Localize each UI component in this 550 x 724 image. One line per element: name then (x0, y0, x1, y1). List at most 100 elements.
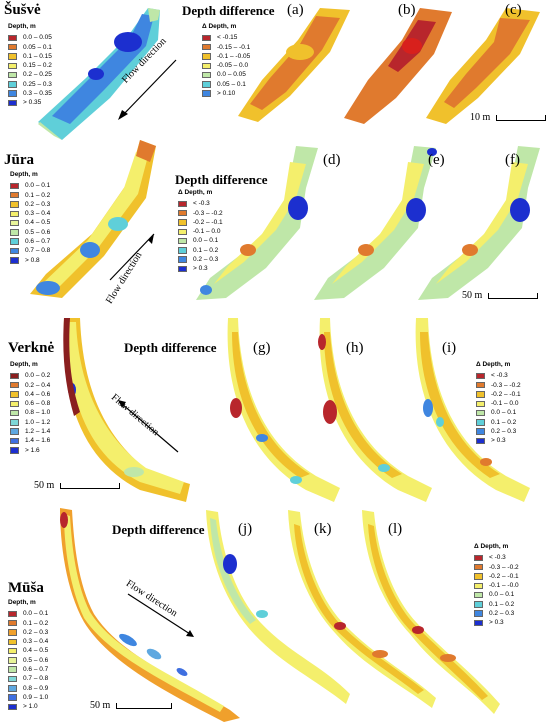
legend-item: 0.6 – 0.7 (10, 237, 50, 246)
legend-item: < -0.3 (476, 371, 521, 380)
panel-b-map (344, 8, 452, 124)
legend-swatch (10, 191, 19, 199)
legend-label: -0.2 – -0.1 (489, 572, 519, 580)
legend-swatch (10, 447, 19, 454)
legend-label: 0.0 – 0.1 (23, 610, 49, 618)
musa-maps (60, 508, 500, 722)
panel-g-map (227, 318, 340, 502)
legend-label: -0.1 – 0.0 (193, 228, 221, 236)
legend-item: -0.05 – 0.0 (202, 61, 250, 70)
legend-item: 0.2 – 0.3 (8, 628, 48, 637)
legend-label: 0.2 – 0.3 (491, 428, 517, 436)
legend-title: Δ Depth, m (474, 543, 509, 550)
legend-label: > 0.35 (23, 99, 42, 107)
legend-label: 0.7 – 0.8 (23, 675, 49, 683)
legend-label: > 0.3 (193, 265, 208, 273)
legend-swatch (10, 229, 19, 236)
legend-swatch (8, 647, 17, 655)
legend-item: 0.8 – 1.0 (10, 408, 50, 417)
legend-title: Δ Depth, m (202, 23, 237, 30)
legend-item: 0.5 – 0.6 (10, 228, 50, 237)
legend-item: > 0.3 (476, 436, 521, 445)
legend-swatch (202, 81, 211, 88)
legend-label: 0.3 – 0.35 (23, 90, 52, 98)
legend-item: > 1.6 (10, 446, 50, 455)
musa-river-name: Mūša (8, 580, 44, 596)
legend-label: 0.2 – 0.3 (193, 256, 219, 264)
legend-label: 0.0 – 0.2 (25, 372, 51, 380)
legend-label: 0.2 – 0.3 (25, 200, 51, 208)
legend-item: 0.8 – 0.9 (8, 684, 48, 693)
legend-label: 0.2 – 0.25 (23, 71, 52, 79)
susve-depth-map (38, 8, 160, 140)
verkne-depth-difference-title: Depth difference (124, 340, 217, 355)
legend-label: 0.1 – 0.2 (491, 418, 517, 426)
legend-item: 0.2 – 0.3 (474, 609, 519, 618)
legend-item: > 0.10 (202, 89, 250, 98)
legend-label: 0.6 – 0.7 (23, 666, 49, 674)
legend-swatch (476, 400, 485, 408)
legend-item: 0.1 – 0.2 (178, 246, 223, 255)
musa-scale-bar: 50 m (90, 700, 173, 711)
legend-item: 0.2 – 0.3 (476, 427, 521, 436)
legend-swatch (8, 610, 17, 618)
legend-swatch (8, 666, 17, 673)
legend-swatch (10, 437, 19, 445)
verkne-scale-bar: 50 m (34, 480, 121, 491)
row-jura: Jūra Flow direction Depth difference (d)… (0, 138, 550, 313)
legend-swatch (474, 582, 483, 590)
legend-item: 0.1 – 0.2 (8, 619, 48, 628)
panel-label-l: (l) (388, 521, 403, 537)
legend-label: > 1.6 (25, 446, 40, 454)
legend-label: -0.3 – -0.2 (489, 563, 519, 571)
legend-label: 0.0 – 0.1 (25, 182, 51, 190)
legend-label: 1.0 – 1.2 (25, 418, 51, 426)
legend-label: < -0.3 (489, 554, 506, 562)
legend-swatch (8, 629, 17, 636)
legend-label: 0.0 – 0.05 (217, 71, 246, 79)
legend-item: -0.15 – -0.1 (202, 43, 250, 52)
legend-label: 0.1 – 0.2 (23, 619, 49, 627)
panel-label-j: (j) (238, 521, 253, 537)
panel-c-map (426, 8, 540, 124)
legend-swatch (202, 90, 211, 97)
jura-depth-map (30, 140, 156, 298)
legend-label: 0.0 – 0.1 (193, 237, 219, 245)
panel-label-b: (b) (398, 2, 416, 18)
panel-label-f: (f) (505, 152, 520, 168)
legend-item: 0.1 – 0.2 (474, 600, 519, 609)
panel-d-map (196, 146, 318, 300)
legend-swatch (474, 554, 483, 562)
row-musa: Mūša Flow direction Depth difference (j)… (0, 504, 550, 724)
legend-title: Depth, m (8, 599, 36, 606)
jura-scale-bar: 50 m (462, 290, 539, 301)
panel-label-d: (d) (323, 152, 341, 168)
legend-item: > 0.8 (10, 256, 50, 265)
legend-title: Depth, m (10, 361, 38, 368)
legend-item: 0.0 – 0.05 (202, 70, 250, 79)
legend-label: > 0.3 (491, 437, 506, 445)
legend-item: < -0.15 (202, 33, 250, 42)
legend-swatch (10, 391, 19, 398)
legend-item: 0.9 – 1.0 (8, 693, 48, 702)
panel-label-g: (g) (253, 340, 271, 356)
legend-swatch (8, 685, 17, 692)
panel-e-map (314, 146, 437, 300)
panel-label-c: (c) (505, 2, 522, 18)
legend-item: 0.0 – 0.05 (8, 33, 52, 42)
legend-item: 0.2 – 0.3 (178, 255, 223, 264)
legend-item: 0.3 – 0.35 (8, 89, 52, 98)
legend-label: < -0.3 (193, 200, 210, 208)
legend-item: 1.2 – 1.4 (10, 427, 50, 436)
legend-label: 0.1 – 0.15 (23, 52, 52, 60)
verkne-maps (63, 318, 530, 502)
legend-item: > 0.3 (474, 618, 519, 627)
panel-l-map (362, 510, 500, 714)
legend-title: Δ Depth, m (178, 189, 213, 196)
legend-item: 0.5 – 0.6 (8, 656, 48, 665)
legend-item: 0.7 – 0.8 (10, 246, 50, 255)
legend-swatch (202, 53, 211, 60)
legend-label: 0.1 – 0.2 (489, 600, 515, 608)
legend-item: 0.0 – 0.1 (10, 181, 50, 190)
legend-label: 0.0 – 0.05 (23, 34, 52, 42)
